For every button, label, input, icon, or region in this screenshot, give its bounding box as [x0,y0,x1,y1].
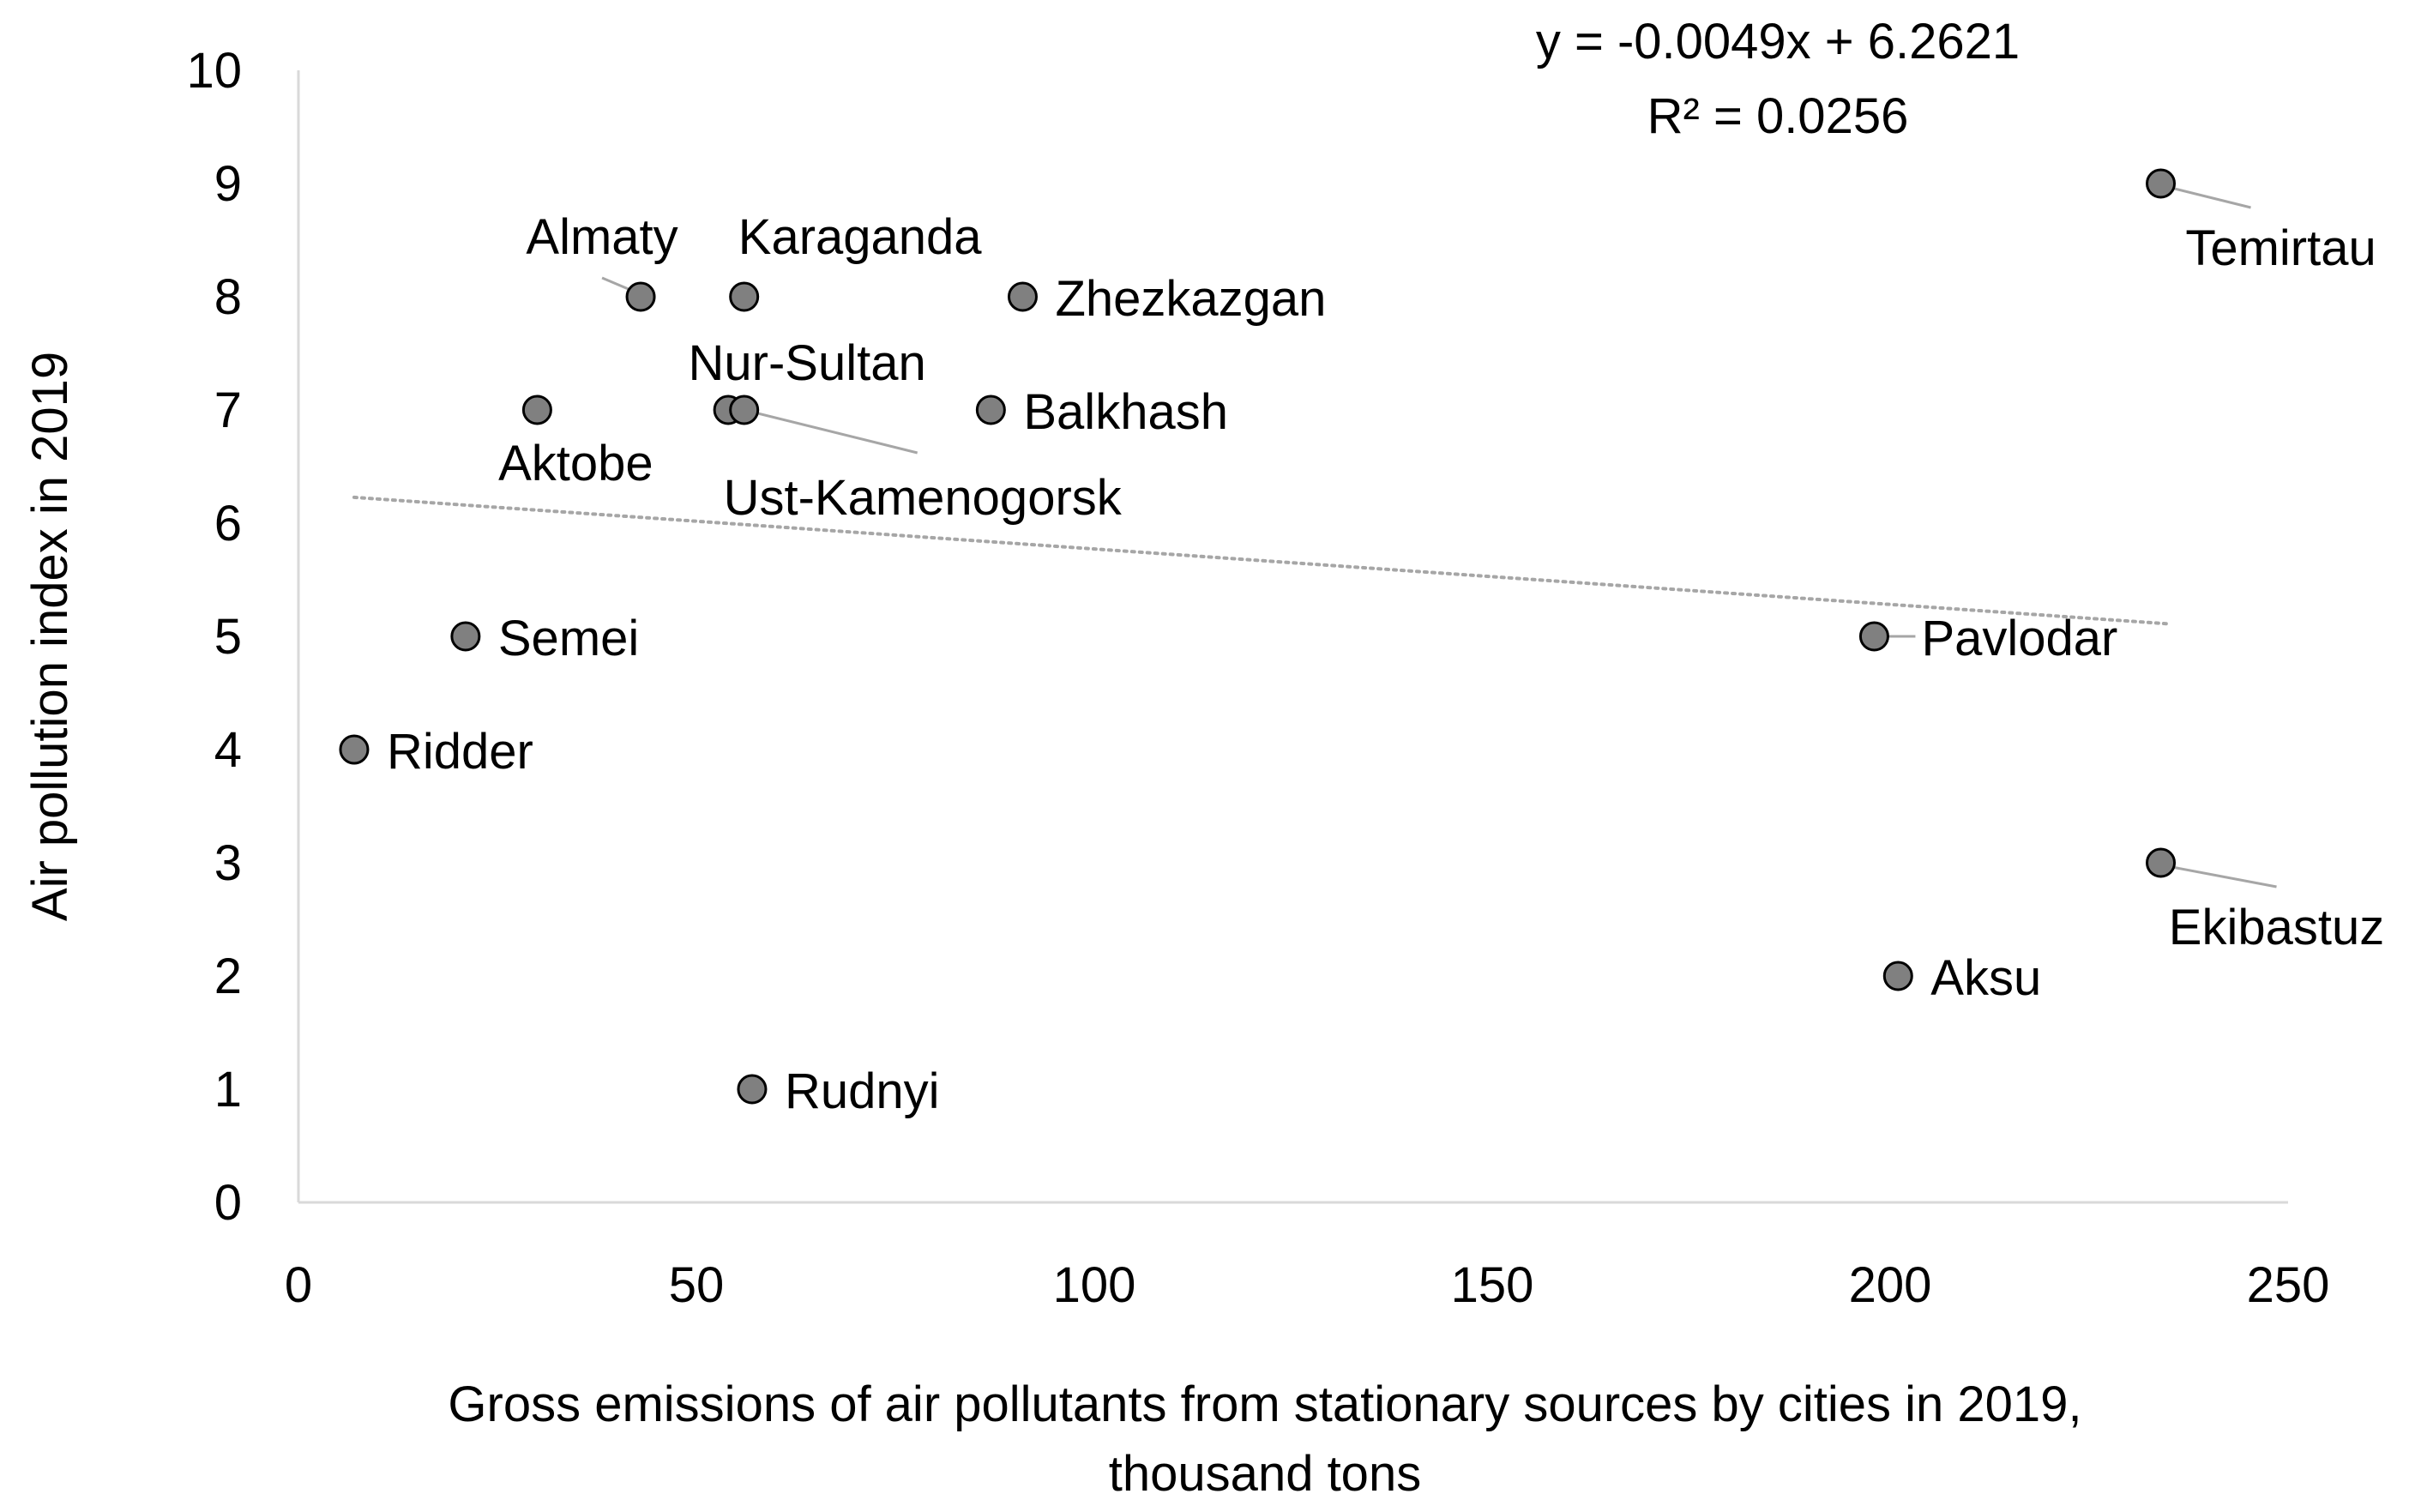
x-tick-label: 200 [1849,1257,1932,1313]
y-tick-label: 10 [186,43,242,99]
point-label: Temirtau [2185,220,2376,276]
leader-line [2167,864,2277,889]
y-tick-label: 0 [214,1175,242,1231]
y-tick-label: 1 [214,1062,242,1117]
y-tick-label: 6 [214,496,242,551]
data-point [450,621,481,652]
x-tick-label: 0 [285,1257,312,1313]
point-label: Almaty [526,209,678,265]
trendline-r-squared: R² = 0.0256 [1647,88,1909,144]
data-point [2146,847,2177,878]
trendline-equation: y = -0.0049x + 6.2621 [1536,14,2020,69]
point-label: Balkhash [1023,384,1228,440]
leader-line [2167,185,2251,209]
trendline-line [352,495,2171,626]
x-tick-labels: 0 50 100 150 200 250 [285,1257,2330,1313]
data-point [1007,281,1038,312]
data-point [2146,168,2177,199]
point-label: Ekibastuz [2169,900,2384,955]
x-tick-label: 250 [2247,1257,2330,1313]
x-tick-label: 50 [669,1257,725,1313]
y-axis-title: Air pollution index in 2019 [22,352,78,921]
y-tick-label: 7 [214,383,242,438]
y-tick-label: 5 [214,609,242,665]
point-label: Zhezkazgan [1055,271,1326,327]
point-label: Pavlodar [1921,611,2117,666]
point-label: Semei [498,611,639,666]
data-point [1882,961,1913,991]
trendline [352,495,2171,626]
data-point [975,395,1006,425]
x-tick-label: 150 [1451,1257,1534,1313]
data-point [729,395,760,425]
y-tick-label: 4 [214,722,242,778]
y-tick-label: 8 [214,269,242,325]
point-label: Ust-Kamenogorsk [724,470,1123,526]
leader-line [744,408,918,455]
point-label: Aksu [1930,950,2041,1006]
data-points [339,168,2177,1105]
y-tick-label: 2 [214,949,242,1004]
point-label: Aktobe [498,436,653,491]
x-tick-label: 100 [1053,1257,1136,1313]
y-tick-label: 9 [214,156,242,212]
data-point [737,1074,768,1105]
leader-line [601,276,631,292]
leader-lines [601,185,2277,889]
point-label: Ridder [387,724,533,780]
x-axis-title-line-2: thousand tons [1109,1446,1421,1502]
data-point [729,281,760,312]
point-label: Rudnyi [785,1063,940,1119]
data-point [625,281,656,312]
data-point [1858,621,1889,652]
data-point [521,395,552,425]
x-axis-title-line-1: Gross emissions of air pollutants from s… [448,1376,2081,1432]
point-label: Nur-Sultan [689,335,926,391]
y-tick-labels: 0 1 2 3 4 5 6 7 8 9 10 [186,43,242,1231]
data-point [339,734,370,765]
y-tick-label: 3 [214,835,242,891]
point-label: Karaganda [738,209,983,265]
point-labels: Temirtau Almaty Karaganda Zhezkazgan Nur-Sul… [387,209,2384,1119]
axes [297,70,2288,1204]
